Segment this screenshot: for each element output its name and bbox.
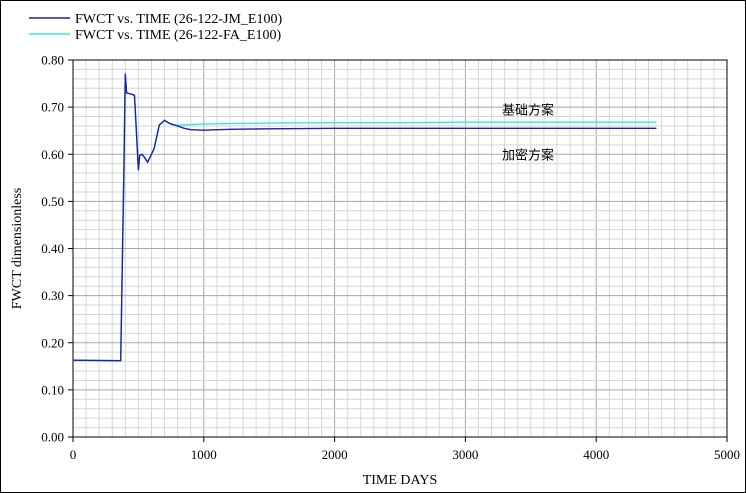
y-tick-label: 0.00: [41, 430, 64, 445]
y-tick-label: 0.60: [41, 147, 64, 162]
x-tick-label: 1000: [191, 447, 217, 462]
x-tick-label: 0: [70, 447, 77, 462]
y-tick-label: 0.50: [41, 194, 64, 209]
x-axis-title: TIME DAYS: [363, 473, 438, 488]
annotation-label: 加密方案: [502, 147, 554, 163]
y-tick-label: 0.40: [41, 241, 64, 256]
x-tick-label: 4000: [583, 447, 609, 462]
y-tick-label: 0.20: [41, 335, 64, 350]
y-tick-label: 0.30: [41, 288, 64, 303]
y-tick-label: 0.10: [41, 382, 64, 397]
x-tick-label: 2000: [322, 447, 348, 462]
y-tick-label: 0.80: [41, 53, 64, 68]
legend: FWCT vs. TIME (26-122-JM_E100)FWCT vs. T…: [29, 12, 282, 43]
y-tick-label: 0.70: [41, 100, 64, 115]
grid: [73, 60, 727, 437]
annotation-label: 基础方案: [502, 102, 554, 118]
y-axis-title: FWCT dimensionless: [10, 188, 25, 309]
x-tick-label: 5000: [714, 447, 740, 462]
x-tick-label: 3000: [452, 447, 478, 462]
legend-label: FWCT vs. TIME (26-122-JM_E100): [75, 12, 282, 27]
legend-label: FWCT vs. TIME (26-122-FA_E100): [75, 28, 281, 43]
